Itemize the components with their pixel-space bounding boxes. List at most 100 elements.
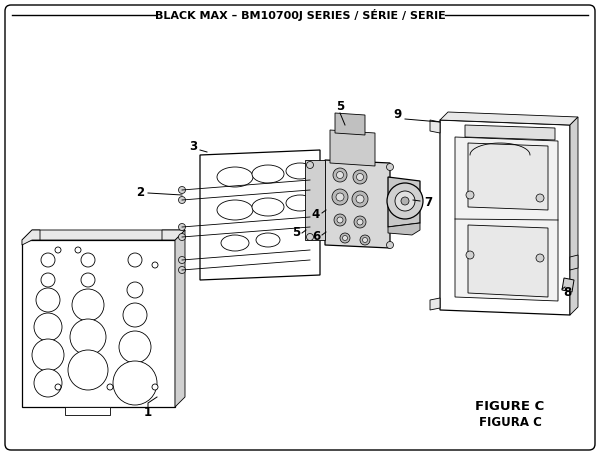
Polygon shape [440, 120, 570, 315]
Ellipse shape [221, 235, 249, 251]
Circle shape [536, 254, 544, 262]
Ellipse shape [286, 195, 314, 211]
Polygon shape [305, 160, 325, 240]
Polygon shape [468, 225, 548, 297]
Circle shape [387, 183, 423, 219]
Text: 4: 4 [312, 208, 320, 222]
Ellipse shape [252, 198, 284, 216]
Text: 3: 3 [189, 141, 197, 153]
Polygon shape [330, 130, 375, 166]
Text: 6: 6 [312, 231, 320, 243]
Text: 7: 7 [424, 196, 432, 208]
FancyBboxPatch shape [5, 5, 595, 450]
Circle shape [386, 242, 394, 248]
Ellipse shape [113, 361, 157, 405]
Polygon shape [440, 112, 578, 125]
Ellipse shape [152, 262, 158, 268]
Polygon shape [468, 143, 548, 210]
Text: BLACK MAX – BM10700J SERIES / SÉRIE / SERIE: BLACK MAX – BM10700J SERIES / SÉRIE / SE… [155, 9, 445, 21]
Text: 9: 9 [393, 108, 401, 121]
Ellipse shape [75, 247, 81, 253]
Circle shape [179, 267, 185, 273]
Text: 5: 5 [292, 227, 300, 239]
Ellipse shape [119, 331, 151, 363]
Ellipse shape [81, 253, 95, 267]
Ellipse shape [337, 217, 343, 223]
Circle shape [179, 257, 185, 263]
Circle shape [466, 251, 474, 259]
Ellipse shape [128, 253, 142, 267]
Ellipse shape [34, 313, 62, 341]
Polygon shape [570, 255, 578, 270]
Ellipse shape [36, 288, 60, 312]
Text: 2: 2 [136, 187, 144, 199]
Ellipse shape [41, 273, 55, 287]
Ellipse shape [34, 369, 62, 397]
Circle shape [536, 194, 544, 202]
Ellipse shape [354, 216, 366, 228]
Polygon shape [162, 230, 185, 240]
Circle shape [179, 187, 185, 193]
Circle shape [179, 223, 185, 231]
Ellipse shape [360, 235, 370, 245]
Ellipse shape [68, 350, 108, 390]
Ellipse shape [357, 219, 363, 225]
Circle shape [179, 197, 185, 203]
Ellipse shape [343, 236, 347, 241]
Polygon shape [22, 230, 185, 240]
Text: 5: 5 [336, 101, 344, 113]
Ellipse shape [334, 214, 346, 226]
Ellipse shape [352, 191, 368, 207]
Ellipse shape [332, 189, 348, 205]
Ellipse shape [286, 163, 314, 179]
Circle shape [401, 197, 409, 205]
Polygon shape [175, 230, 185, 407]
Ellipse shape [152, 384, 158, 390]
Circle shape [307, 162, 314, 168]
Ellipse shape [81, 273, 95, 287]
Text: 8: 8 [563, 287, 571, 299]
Text: FIGURA C: FIGURA C [479, 415, 541, 429]
Polygon shape [562, 278, 574, 292]
Circle shape [395, 191, 415, 211]
Ellipse shape [356, 195, 364, 203]
Polygon shape [430, 298, 440, 310]
Ellipse shape [333, 168, 347, 182]
Ellipse shape [107, 384, 113, 390]
Ellipse shape [127, 282, 143, 298]
Circle shape [179, 233, 185, 241]
Polygon shape [65, 407, 110, 415]
Ellipse shape [356, 173, 364, 181]
Ellipse shape [32, 339, 64, 371]
Ellipse shape [336, 193, 344, 201]
Ellipse shape [55, 247, 61, 253]
Ellipse shape [217, 167, 253, 187]
Polygon shape [22, 230, 40, 245]
Polygon shape [465, 125, 555, 140]
Ellipse shape [70, 319, 106, 355]
Ellipse shape [337, 172, 343, 178]
Polygon shape [388, 177, 420, 227]
Text: FIGURE C: FIGURE C [475, 400, 545, 414]
Ellipse shape [41, 253, 55, 267]
Ellipse shape [362, 238, 367, 243]
Ellipse shape [252, 165, 284, 183]
Polygon shape [570, 117, 578, 315]
Circle shape [386, 163, 394, 171]
Ellipse shape [123, 303, 147, 327]
Polygon shape [22, 240, 175, 407]
Ellipse shape [340, 233, 350, 243]
Ellipse shape [353, 170, 367, 184]
Ellipse shape [55, 384, 61, 390]
Circle shape [466, 191, 474, 199]
Polygon shape [430, 120, 440, 133]
Polygon shape [388, 223, 420, 235]
Polygon shape [335, 113, 365, 135]
Polygon shape [455, 137, 558, 301]
Ellipse shape [72, 289, 104, 321]
Text: 1: 1 [144, 406, 152, 420]
Ellipse shape [256, 233, 280, 247]
Polygon shape [325, 160, 390, 248]
Circle shape [307, 233, 314, 241]
Ellipse shape [217, 200, 253, 220]
